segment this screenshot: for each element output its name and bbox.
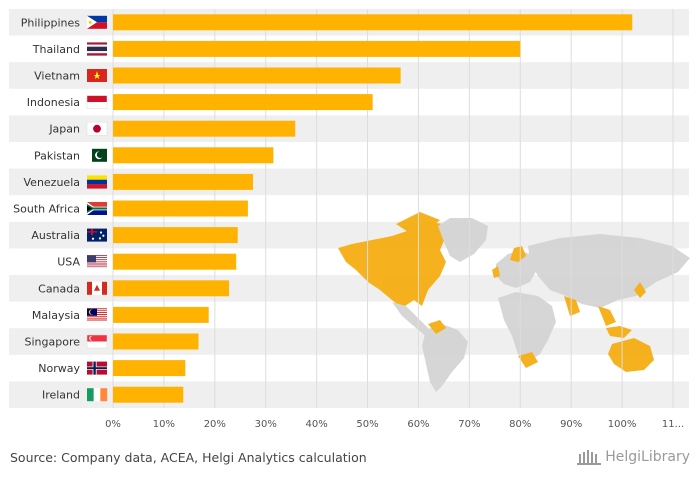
category-label: Vietnam xyxy=(34,70,80,83)
flag-canada-icon xyxy=(87,281,107,295)
flag-venezuela-icon xyxy=(87,175,107,189)
category-label: Canada xyxy=(38,282,80,295)
category-label: USA xyxy=(57,256,80,269)
row-band xyxy=(9,381,689,408)
bar xyxy=(113,333,199,350)
flag-south-africa-icon xyxy=(87,202,107,215)
x-tick-label: 10% xyxy=(153,419,175,430)
x-tick-label: 20% xyxy=(204,419,226,430)
flag-vietnam-icon xyxy=(87,69,107,82)
category-label: Norway xyxy=(38,362,80,375)
flag-singapore-icon xyxy=(86,334,108,349)
category-label: Thailand xyxy=(32,43,80,56)
category-label: Philippines xyxy=(21,16,81,29)
category-label: Ireland xyxy=(42,389,80,402)
flag-malaysia-icon xyxy=(87,308,107,322)
bar xyxy=(113,14,633,31)
x-tick-label: 0% xyxy=(105,419,121,430)
bar xyxy=(113,67,401,84)
x-tick-label: 100% xyxy=(608,419,637,430)
row-band xyxy=(9,328,689,355)
bar xyxy=(113,280,230,297)
bar xyxy=(113,147,274,164)
bar xyxy=(113,200,248,217)
bar xyxy=(113,386,184,403)
bar xyxy=(113,306,209,323)
flag-philippines-icon xyxy=(87,15,107,29)
bar-chart: Philippines Thailand Vietnam Indonesia Japan… xyxy=(9,9,690,430)
x-tick-label: 50% xyxy=(356,419,378,430)
row-band xyxy=(9,115,689,142)
category-labels: Philippines Thailand Vietnam Indonesia Japan… xyxy=(13,16,80,401)
flag-ireland-icon xyxy=(87,388,108,402)
category-label: Malaysia xyxy=(32,309,80,322)
flag-indonesia-icon xyxy=(86,95,108,109)
x-tick-label: 40% xyxy=(306,419,328,430)
bar xyxy=(113,40,521,57)
x-tick-label: 90% xyxy=(560,419,582,430)
x-axis-ticks: 0% 10% 20% 30% 40% 50% 60% 70% 80% 90% 100% 11... xyxy=(105,419,684,430)
bar xyxy=(113,227,238,244)
category-label: Pakistan xyxy=(34,149,80,162)
source-note: Source: Company data, ACEA, Helgi Analyt… xyxy=(10,450,367,465)
logo-text: HelgiLibrary xyxy=(605,449,690,465)
flag-japan-icon xyxy=(86,121,108,136)
category-label: Australia xyxy=(31,229,80,242)
bar xyxy=(113,173,253,190)
x-tick-label: 30% xyxy=(255,419,277,430)
flag-usa-icon xyxy=(87,255,107,269)
category-label: Japan xyxy=(48,123,80,136)
flag-thailand-icon xyxy=(87,42,107,56)
flag-pakistan-icon xyxy=(87,148,107,162)
bars xyxy=(113,14,633,403)
x-tick-label: 11... xyxy=(662,419,684,430)
row-band xyxy=(9,168,689,196)
world-map-icon xyxy=(338,212,690,392)
bar xyxy=(113,253,237,270)
helgi-library-logo[interactable]: HelgiLibrary xyxy=(576,448,690,466)
x-tick-label: 80% xyxy=(509,419,531,430)
category-label: Indonesia xyxy=(27,96,80,109)
category-label: Venezuela xyxy=(24,176,81,189)
bar xyxy=(113,360,186,377)
bar xyxy=(113,120,296,137)
flag-norway-icon xyxy=(87,361,107,375)
category-label: Singapore xyxy=(25,336,81,349)
flag-australia-icon xyxy=(87,228,107,242)
category-label: South Africa xyxy=(13,203,80,216)
x-tick-label: 60% xyxy=(407,419,429,430)
bar xyxy=(113,94,373,111)
x-tick-label: 70% xyxy=(458,419,480,430)
flags xyxy=(86,15,108,402)
library-building-icon xyxy=(577,450,602,465)
